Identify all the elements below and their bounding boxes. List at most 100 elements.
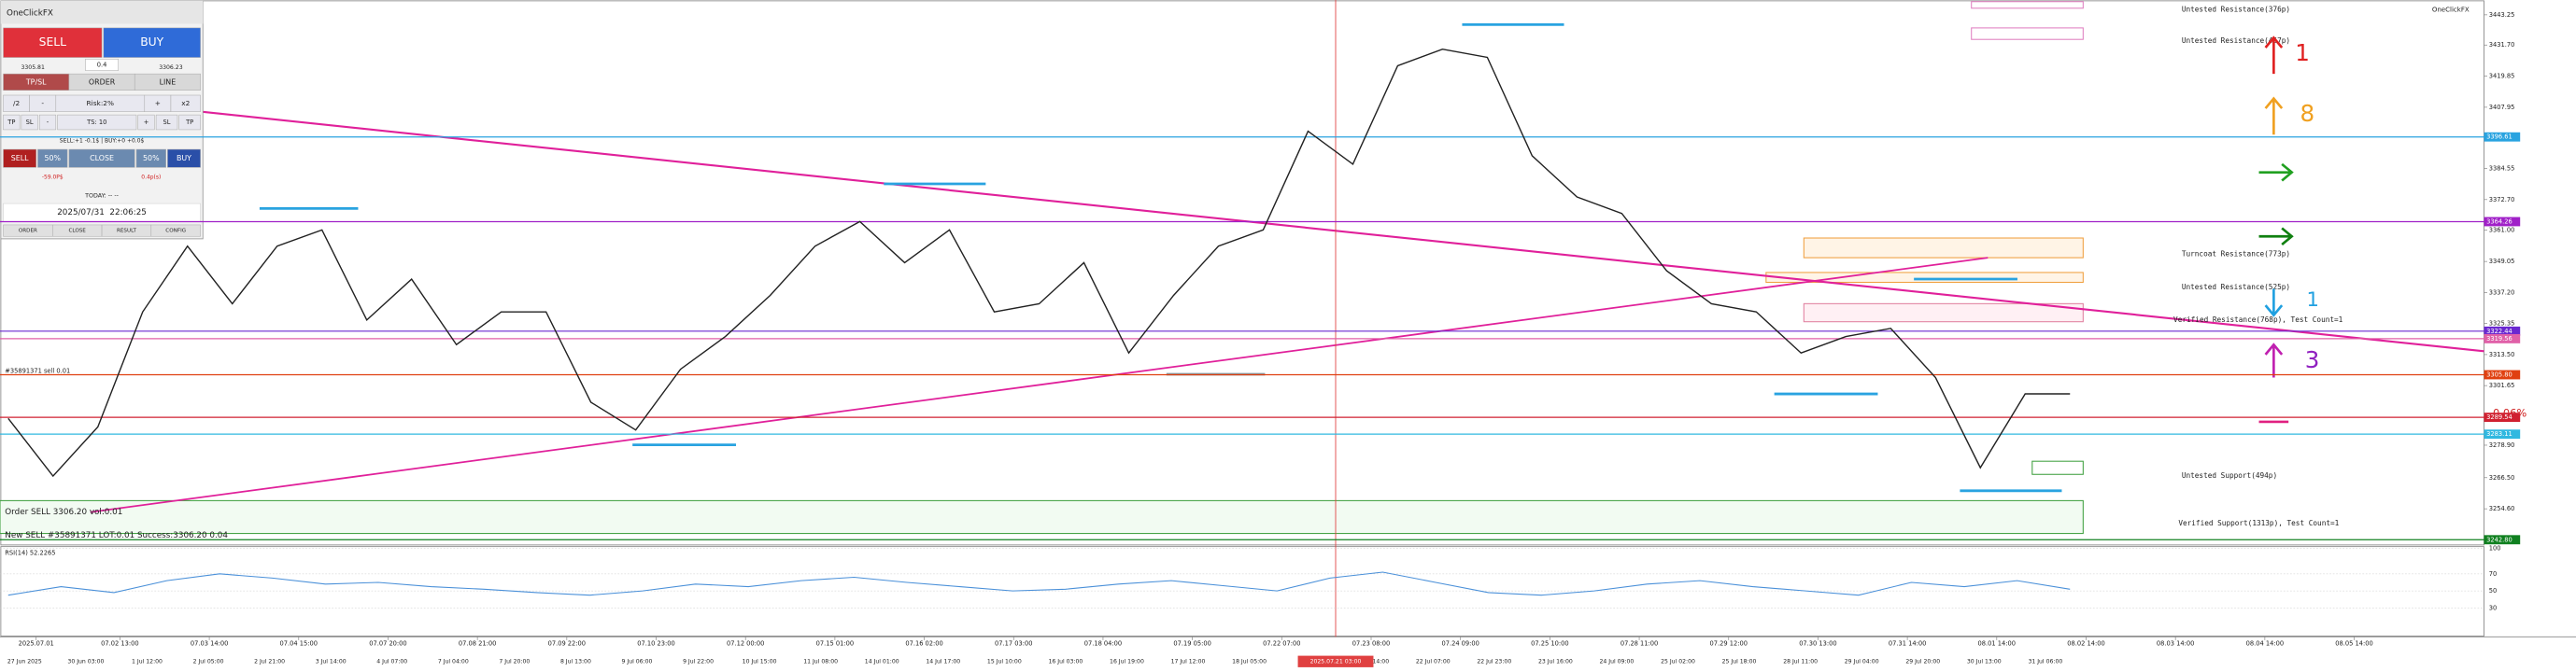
button[interactable] <box>3 114 21 131</box>
button-label[interactable]: SELL <box>11 154 29 162</box>
time-label: 9 Jul 22:00 <box>683 659 714 665</box>
button[interactable] <box>85 59 119 71</box>
level-tag <box>2484 217 2521 227</box>
button[interactable] <box>137 114 155 131</box>
time-label: 29 Jul 20:00 <box>1905 659 1940 665</box>
button[interactable] <box>68 148 135 168</box>
time-label: 31 Jul 06:00 <box>2028 659 2062 665</box>
button[interactable] <box>170 94 201 112</box>
order-label: Order SELL 3306.20 vol:0.01 <box>5 508 122 517</box>
time-label: 07.18 04:00 <box>1084 639 1122 647</box>
button[interactable] <box>3 148 36 168</box>
time-label: 07.31 14:00 <box>1889 639 1926 647</box>
button-label[interactable]: CLOSE <box>90 154 114 162</box>
button-label[interactable]: TP <box>185 119 193 126</box>
time-label: 30 Jul 13:00 <box>1967 659 2002 665</box>
time-label: 16 Jul 19:00 <box>1110 659 1144 665</box>
button[interactable] <box>167 148 201 168</box>
level-tag <box>2484 429 2521 440</box>
time-label: 07.09 22:00 <box>548 639 586 647</box>
panel-status: SELL:+1 -0.1$ | BUY:+0 +0.0$ <box>60 138 145 145</box>
time-label: 22 Jul 23:00 <box>1477 659 1511 665</box>
time-label: 9 Jul 06:00 <box>622 659 653 665</box>
time-label: 27 Jun 2025 <box>7 659 42 665</box>
y-tick-label: 3254.60 <box>2489 505 2515 512</box>
zone-box <box>1971 1 2084 9</box>
button-label[interactable]: ORDER <box>89 77 116 86</box>
time-label: 11 Jul 08:00 <box>803 659 838 665</box>
button[interactable] <box>134 73 201 91</box>
button-label[interactable]: 50% <box>44 154 61 162</box>
button-label[interactable]: BUY <box>177 154 191 162</box>
button-label[interactable]: x2 <box>181 99 190 107</box>
button-label[interactable]: RESULT <box>117 229 136 234</box>
zone-box <box>0 499 2084 535</box>
button-label[interactable]: Risk:2% <box>87 99 114 107</box>
time-label: 07.02 13:00 <box>101 639 138 647</box>
button[interactable] <box>103 27 201 58</box>
button-label[interactable]: ORDER <box>19 229 37 234</box>
button-label[interactable]: SELL <box>39 35 66 49</box>
level-tag <box>2484 326 2521 336</box>
time-label: 07.24 09:00 <box>1441 639 1479 647</box>
signal-count: 8 <box>2300 100 2314 127</box>
time-label: 07.12 00:00 <box>727 639 764 647</box>
button-label[interactable]: CONFIG <box>165 229 186 234</box>
trend-line <box>200 110 2484 353</box>
level-tag <box>2484 333 2521 343</box>
button-label[interactable]: TP <box>7 119 15 126</box>
zone-box <box>1765 272 2084 284</box>
button-label[interactable]: SL <box>26 119 34 126</box>
button[interactable] <box>150 224 201 237</box>
button[interactable] <box>135 148 166 168</box>
button-label[interactable]: 50% <box>143 154 160 162</box>
button-label[interactable]: + <box>144 119 149 126</box>
y-tick-label: 3419.85 <box>2489 73 2515 80</box>
time-label: 1 Jul 12:00 <box>132 659 163 665</box>
level-label: 3305.80 <box>2486 371 2512 379</box>
button[interactable] <box>178 114 201 131</box>
button[interactable] <box>3 27 103 58</box>
time-label: 4 Jul 07:00 <box>376 659 407 665</box>
y-tick-label: 3313.50 <box>2489 351 2515 358</box>
button[interactable] <box>37 148 68 168</box>
signals <box>2258 35 2294 424</box>
panel-title: OneClickFX <box>7 9 53 19</box>
zones <box>0 1 2084 535</box>
button[interactable] <box>57 114 137 131</box>
button[interactable] <box>155 114 178 131</box>
trend-line <box>90 257 1989 513</box>
time-label: 07.04 15:00 <box>280 639 318 647</box>
button-label[interactable]: BUY <box>140 35 163 49</box>
signal-count: 1 <box>2307 287 2319 311</box>
zone-label: Untested Resistance(457p) <box>2182 36 2290 45</box>
time-label: 25 Jul 18:00 <box>1722 659 1757 665</box>
time-label: 08.05 14:00 <box>2335 639 2372 647</box>
time-label: 7 Jul 04:00 <box>438 659 469 665</box>
button-label[interactable]: 0.4 <box>97 61 107 68</box>
button-label[interactable]: /2 <box>13 99 20 107</box>
button[interactable] <box>21 114 38 131</box>
button-label[interactable]: - <box>41 99 44 107</box>
rsi-label: RSI(14) 52.2265 <box>5 550 55 557</box>
rsi-tick-label: 70 <box>2489 570 2498 578</box>
button[interactable] <box>38 114 57 131</box>
button-label[interactable]: - <box>47 119 50 126</box>
time-label: 22 Jul 07:00 <box>1416 659 1451 665</box>
time-label: 16 Jul 03:00 <box>1048 659 1083 665</box>
button-label[interactable]: SL <box>163 119 171 126</box>
button-label[interactable]: LINE <box>160 77 177 86</box>
time-label: 2025.07.01 <box>19 639 54 647</box>
button-label[interactable]: TS: 10 <box>86 119 106 126</box>
button-label[interactable]: + <box>155 99 161 107</box>
zone-label: Verified Resistance(768p), Test Count=1 <box>2173 315 2343 324</box>
button-label[interactable]: CLOSE <box>68 229 86 234</box>
level-tag <box>2484 535 2521 545</box>
button-label[interactable]: TP/SL <box>25 77 47 86</box>
clock: 2025/07/31 22:06:25 <box>57 208 147 217</box>
time-label: 07.29 12:00 <box>1710 639 1748 647</box>
ask: 3306.23 <box>159 64 182 71</box>
y-tick-label: 3301.65 <box>2489 382 2515 389</box>
